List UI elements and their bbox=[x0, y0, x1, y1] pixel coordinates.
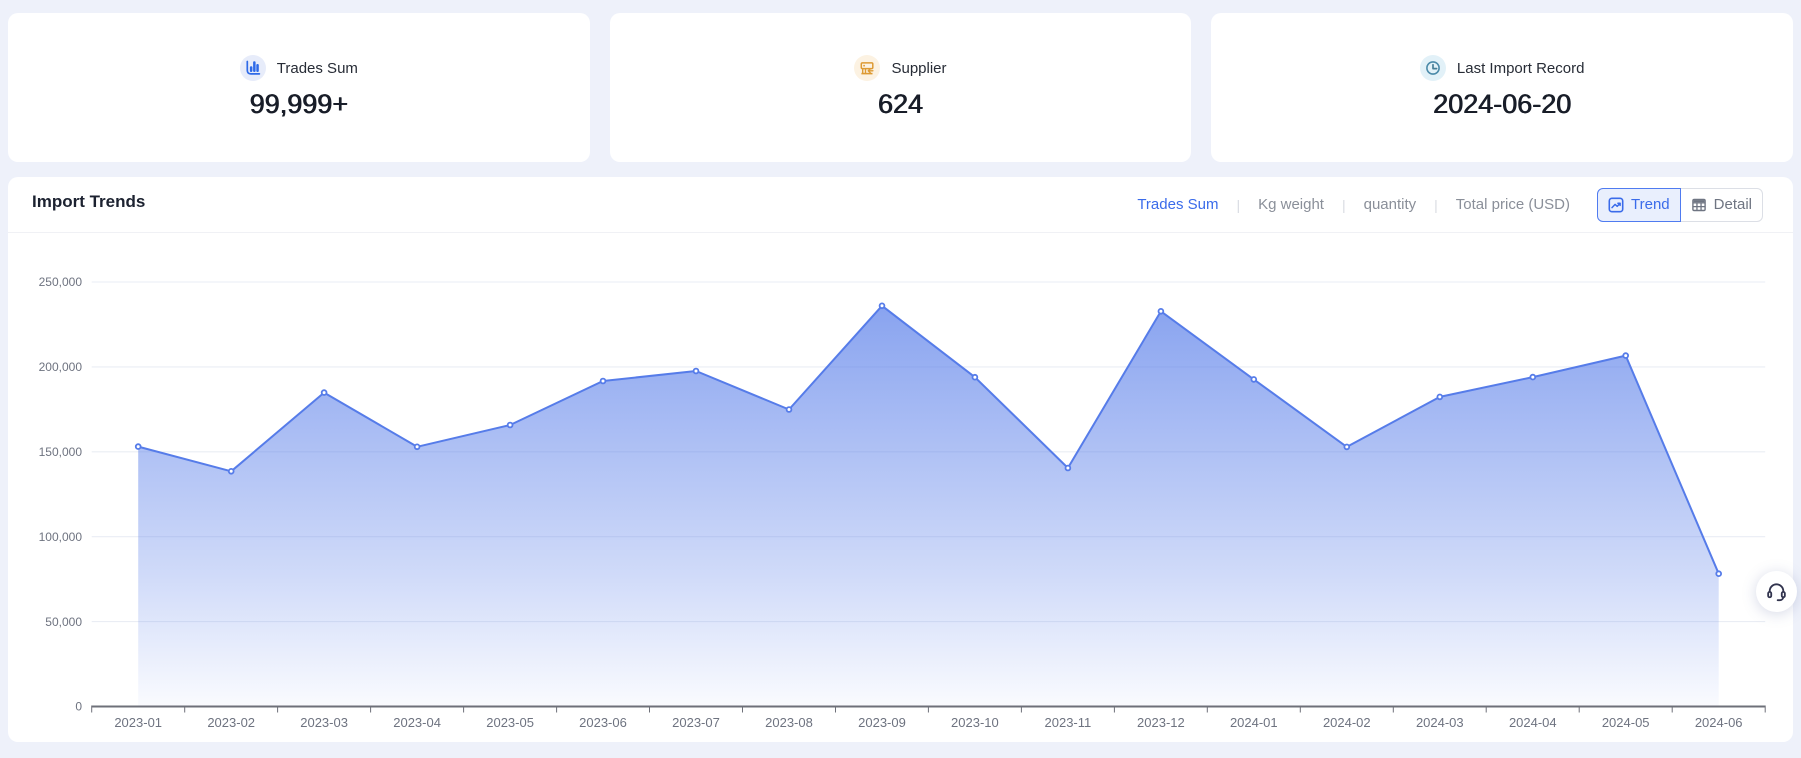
svg-text:0: 0 bbox=[75, 700, 82, 714]
svg-text:2023-07: 2023-07 bbox=[672, 715, 720, 730]
svg-text:2023-11: 2023-11 bbox=[1045, 715, 1092, 730]
svg-text:2024-01: 2024-01 bbox=[1230, 715, 1278, 730]
svg-text:150,000: 150,000 bbox=[39, 445, 83, 459]
svg-text:2023-03: 2023-03 bbox=[300, 715, 348, 730]
svg-text:50,000: 50,000 bbox=[45, 615, 82, 629]
svg-text:2023-04: 2023-04 bbox=[393, 715, 441, 730]
svg-text:2023-08: 2023-08 bbox=[765, 715, 813, 730]
svg-text:2024-05: 2024-05 bbox=[1602, 715, 1650, 730]
svg-text:2024-03: 2024-03 bbox=[1416, 715, 1464, 730]
svg-text:2023-09: 2023-09 bbox=[858, 715, 906, 730]
svg-text:2024-06: 2024-06 bbox=[1695, 715, 1743, 730]
svg-text:2023-12: 2023-12 bbox=[1137, 715, 1185, 730]
svg-text:2023-05: 2023-05 bbox=[486, 715, 534, 730]
svg-text:2023-01: 2023-01 bbox=[114, 715, 162, 730]
svg-text:200,000: 200,000 bbox=[39, 360, 83, 374]
svg-text:100,000: 100,000 bbox=[39, 530, 83, 544]
svg-text:2023-10: 2023-10 bbox=[951, 715, 999, 730]
svg-text:250,000: 250,000 bbox=[39, 275, 83, 289]
svg-text:2024-02: 2024-02 bbox=[1323, 715, 1371, 730]
svg-text:2023-02: 2023-02 bbox=[207, 715, 255, 730]
svg-text:2024-04: 2024-04 bbox=[1509, 715, 1557, 730]
svg-text:2023-06: 2023-06 bbox=[579, 715, 627, 730]
